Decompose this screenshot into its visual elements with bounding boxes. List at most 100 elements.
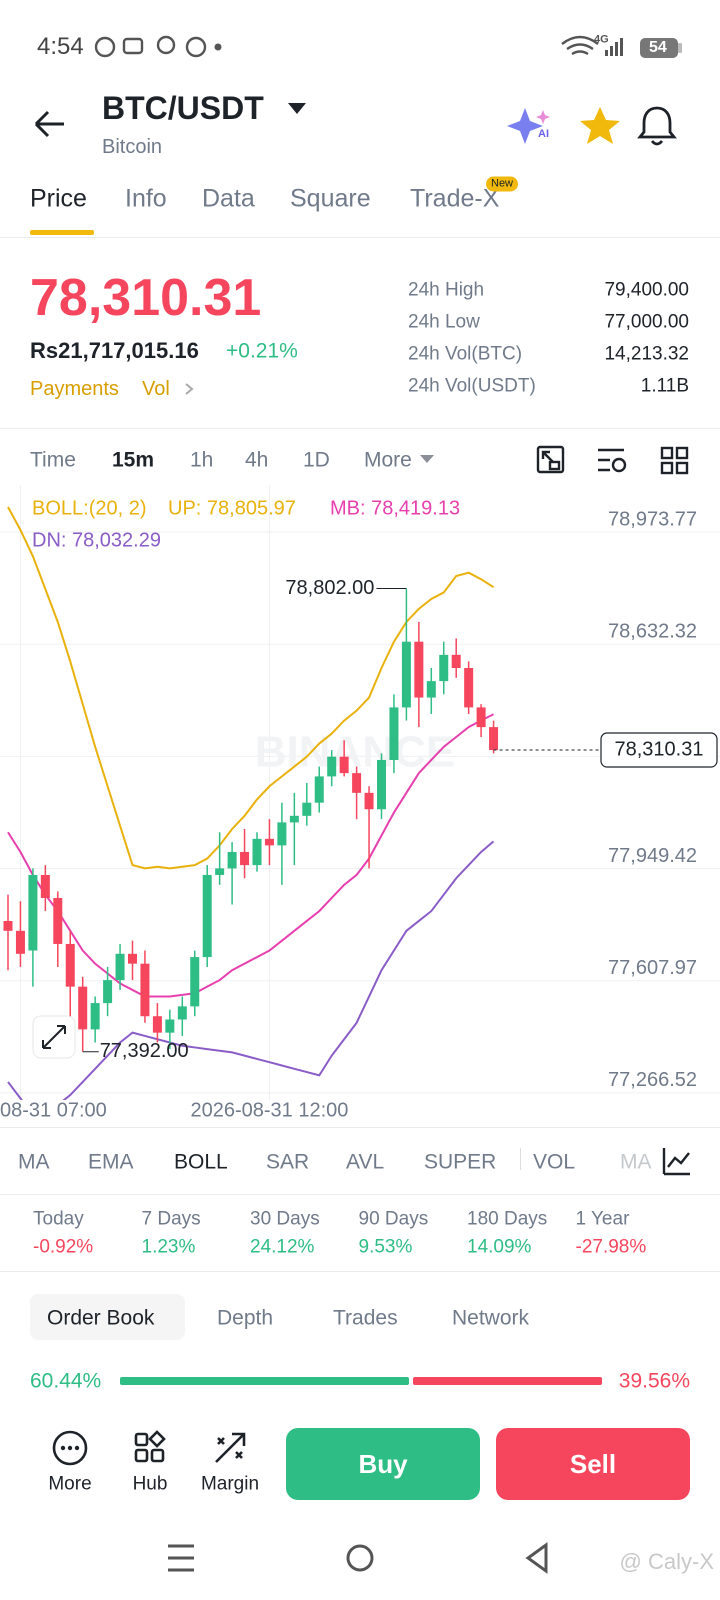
chart-watermark: BINANCE	[255, 728, 455, 777]
perf-value: 9.53%	[358, 1236, 413, 1258]
signal-icon	[605, 38, 623, 56]
indicator-tab[interactable]: SUPER	[424, 1150, 497, 1174]
action-icons[interactable]	[52, 1430, 246, 1466]
stat-label: 24h Low	[408, 311, 480, 333]
alert-button[interactable]	[637, 106, 677, 146]
x-tick-label: 2026-08-31 12:00	[190, 1099, 348, 1121]
tab[interactable]: Square	[290, 184, 371, 213]
candle-body	[227, 851, 237, 869]
sell-button[interactable]	[496, 1428, 690, 1500]
tab[interactable]: Info	[125, 184, 167, 213]
orderbook-tab[interactable]: Trades	[333, 1306, 398, 1330]
candle-body	[439, 654, 449, 682]
y-tick-label: 77,266.52	[608, 1069, 697, 1091]
candle-body	[40, 874, 50, 898]
chart-tools[interactable]	[536, 445, 689, 475]
candle-body	[128, 953, 137, 964]
candle-body	[152, 1016, 162, 1033]
boll-legend: UP: 78,805.97	[168, 497, 296, 519]
interval[interactable]: 4h	[245, 448, 269, 472]
stat-value: 14,213.32	[604, 343, 689, 365]
candle-body	[215, 868, 225, 875]
perf-label: 90 Days	[358, 1208, 429, 1230]
action-label[interactable]: Hub	[132, 1473, 168, 1495]
x-tick-label: 08-31 07:00	[0, 1099, 107, 1121]
buy-label[interactable]: Buy	[358, 1449, 408, 1479]
last-price-box	[600, 732, 718, 768]
tab-underline	[30, 230, 94, 235]
perf-label: Today	[33, 1208, 84, 1230]
last-price: 78,310.31	[30, 269, 262, 327]
interval[interactable]: More	[364, 448, 412, 472]
perf-value: -0.92%	[33, 1236, 94, 1258]
pair-title[interactable]: BTC/USDT	[102, 90, 264, 126]
candle-body	[140, 963, 150, 1017]
candle-body	[28, 874, 38, 951]
candle-body	[302, 802, 312, 816]
candle-body	[289, 815, 299, 823]
action-label[interactable]: More	[48, 1473, 92, 1495]
candlestick-chart: BINANCE78,973.7778,632.3278,290.8777,949…	[0, 485, 720, 1121]
boll-legend: BOLL:(20, 2)	[32, 497, 147, 519]
vol-link[interactable]: Vol	[142, 378, 170, 400]
favorite-button[interactable]	[580, 107, 620, 144]
orderbook-tab[interactable]: Network	[452, 1306, 530, 1330]
orderbook-tab[interactable]: Depth	[217, 1306, 274, 1330]
interval[interactable]: 15m	[112, 448, 155, 472]
indicator-tab[interactable]: BOLL	[174, 1150, 228, 1174]
status-battery: 54	[649, 39, 667, 56]
boll-line	[7, 506, 495, 870]
candle-body	[489, 727, 499, 751]
candle-body	[364, 792, 374, 810]
sell-label[interactable]: Sell	[569, 1449, 617, 1479]
payments-link[interactable]: Payments	[30, 378, 119, 400]
expand-button[interactable]	[32, 1015, 76, 1059]
candle-body	[115, 953, 125, 981]
status-network: 4G	[594, 33, 609, 46]
tab[interactable]: Data	[202, 184, 255, 213]
candle-body	[202, 874, 212, 958]
boll-legend: DN: 78,032.29	[32, 529, 161, 551]
candle-body	[451, 654, 461, 668]
interval[interactable]: 1h	[190, 448, 214, 472]
candle-body	[190, 957, 200, 1007]
tab[interactable]: Price	[30, 184, 87, 213]
indicator-tab[interactable]: MA	[18, 1150, 50, 1174]
system-nav[interactable]	[168, 1542, 548, 1574]
tab[interactable]: Trade-X	[410, 184, 500, 213]
back-button[interactable]	[34, 110, 64, 138]
ai-button[interactable]: AI	[507, 108, 550, 144]
candle-body	[352, 773, 362, 793]
indicator-tab[interactable]: SAR	[266, 1150, 310, 1174]
candle-body	[53, 897, 63, 944]
pair-dropdown[interactable]	[288, 103, 306, 114]
author-watermark: @ Caly-X	[619, 1549, 714, 1574]
divider	[0, 1127, 720, 1128]
indicator-settings[interactable]	[662, 1148, 690, 1176]
stat-value: 77,000.00	[604, 311, 689, 333]
indicator-tab[interactable]: AVL	[346, 1150, 385, 1174]
orderbook-tab[interactable]: Order Book	[47, 1306, 155, 1330]
indicator-tab[interactable]: VOL	[533, 1150, 576, 1174]
perf-value: -27.98%	[575, 1236, 647, 1258]
buy-button[interactable]	[286, 1428, 480, 1500]
candle-body	[339, 756, 349, 774]
indicator-tab[interactable]: EMA	[88, 1150, 134, 1174]
candle-body	[414, 641, 424, 698]
pair-name: Bitcoin	[102, 136, 163, 158]
action-label[interactable]: Margin	[200, 1473, 260, 1495]
candle-body	[377, 759, 386, 810]
y-tick-label: 78,632.32	[608, 621, 697, 643]
interval[interactable]: 1D	[303, 448, 330, 472]
indicator-tab[interactable]: MA	[620, 1150, 652, 1174]
perf-value: 1.23%	[141, 1236, 196, 1258]
candle-body	[252, 838, 262, 866]
divider	[0, 237, 720, 238]
fiat-price: Rs21,717,015.16	[30, 338, 199, 363]
candle-body	[389, 707, 399, 760]
perf-value: 14.09%	[467, 1236, 532, 1258]
perf-value: 24.12%	[250, 1236, 315, 1258]
candle-body	[240, 851, 250, 866]
